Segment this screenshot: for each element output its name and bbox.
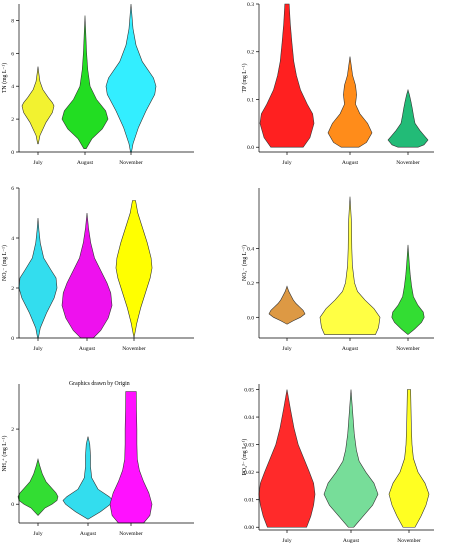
y-tick-label: 0.4 [247, 246, 254, 252]
y-tick-label: 6 [11, 186, 14, 192]
y-tick-label: 2 [11, 117, 14, 123]
violin-august [62, 436, 114, 520]
x-tick-label: July [282, 346, 292, 352]
violin-panel-3: 0 2 4 6 July August November NO₃⁻ (mg L⁻¹) [1, 186, 194, 352]
x-tick-label: August [342, 346, 359, 352]
violin-november [109, 391, 153, 524]
violin-november [115, 200, 153, 339]
y-tick-label: 4 [11, 236, 14, 242]
violin-july [258, 389, 316, 528]
violin-july [259, 3, 315, 148]
y-tick-label: 0.03 [244, 443, 254, 449]
violin-august [61, 15, 109, 150]
y-axis-label: TP (mg L⁻¹) [241, 63, 248, 92]
y-axis-label: TN (mg L⁻¹) [1, 63, 8, 93]
y-tick-label: 8 [11, 18, 14, 24]
violin-july [17, 457, 59, 516]
y-axis-label: NO₂⁻ (mg L⁻¹) [241, 245, 248, 281]
x-tick-label: August [343, 538, 360, 544]
y-axis-label: NO₃⁻ (mg L⁻¹) [1, 245, 8, 281]
y-tick-label: 0.0 [247, 145, 254, 151]
y-tick-label: 0.0 [247, 315, 254, 321]
y-tick-label: 0 [11, 150, 14, 156]
y-tick-label: 2 [11, 286, 14, 292]
x-tick-label: July [282, 160, 292, 166]
x-tick-label: August [77, 160, 94, 166]
y-axis-label: NH₄⁺ (mg L⁻¹) [1, 435, 8, 471]
violin-panel-4: 0.0 0.2 0.4 July August November NO₂⁻ (mg L⁻¹) [241, 188, 434, 352]
violin-august [319, 196, 381, 335]
violin-panel-6: 0.00 0.01 0.02 0.03 0.04 0.05 July August Novemb… [241, 384, 434, 544]
x-tick-label: July [33, 160, 43, 166]
violin-august [61, 212, 113, 339]
y-tick-label: 0.1 [247, 97, 254, 103]
y-tick-label: 0.04 [244, 415, 254, 421]
y-tick-label: 0.2 [247, 281, 254, 287]
x-tick-label: August [342, 160, 359, 166]
violin-november [105, 3, 157, 153]
x-tick-label: November [396, 346, 420, 352]
violin-november [391, 244, 425, 335]
violin-july [21, 66, 55, 145]
y-tick-label: 0.00 [244, 525, 254, 531]
y-tick-label: 4 [11, 84, 14, 90]
violin-august [323, 389, 379, 528]
x-tick-label: July [282, 538, 292, 544]
y-tick-label: 0.01 [244, 498, 254, 504]
y-axis-label: PO₄³⁻ (mg L⁻¹) [241, 439, 248, 476]
y-tick-label: 0 [11, 502, 14, 508]
origin-note: Graphics drawn by Origin [69, 381, 130, 387]
violin-panel-2: 0.0 0.1 0.2 0.3 July August November TP (mg L⁻¹… [241, 2, 434, 166]
y-tick-label: 0.2 [247, 50, 254, 56]
x-tick-label: November [122, 346, 146, 352]
x-tick-label: July [33, 346, 43, 352]
violin-panel-1: 0 2 4 6 8 July August November TN (mg L⁻¹) [1, 3, 194, 166]
y-tick-label: 2 [11, 427, 14, 433]
violin-panel-5: 0 2 July August November NH₄⁺ (mg L⁻¹) [1, 384, 194, 537]
y-tick-label: 0.02 [244, 470, 254, 476]
y-tick-label: 6 [11, 51, 14, 57]
x-tick-label: November [119, 531, 143, 537]
violin-november [387, 88, 429, 148]
violin-july [268, 285, 306, 325]
x-tick-label: August [79, 346, 96, 352]
violin-august [327, 56, 373, 148]
x-tick-label: November [119, 160, 143, 166]
y-tick-label: 0.3 [247, 2, 254, 8]
y-tick-label: 0 [11, 336, 14, 342]
x-tick-label: August [80, 531, 97, 537]
x-tick-label: November [397, 538, 421, 544]
violin-july [18, 217, 58, 339]
x-tick-label: July [33, 531, 43, 537]
y-tick-label: 0.05 [244, 388, 254, 394]
x-tick-label: November [396, 160, 420, 166]
violin-november [388, 389, 430, 528]
